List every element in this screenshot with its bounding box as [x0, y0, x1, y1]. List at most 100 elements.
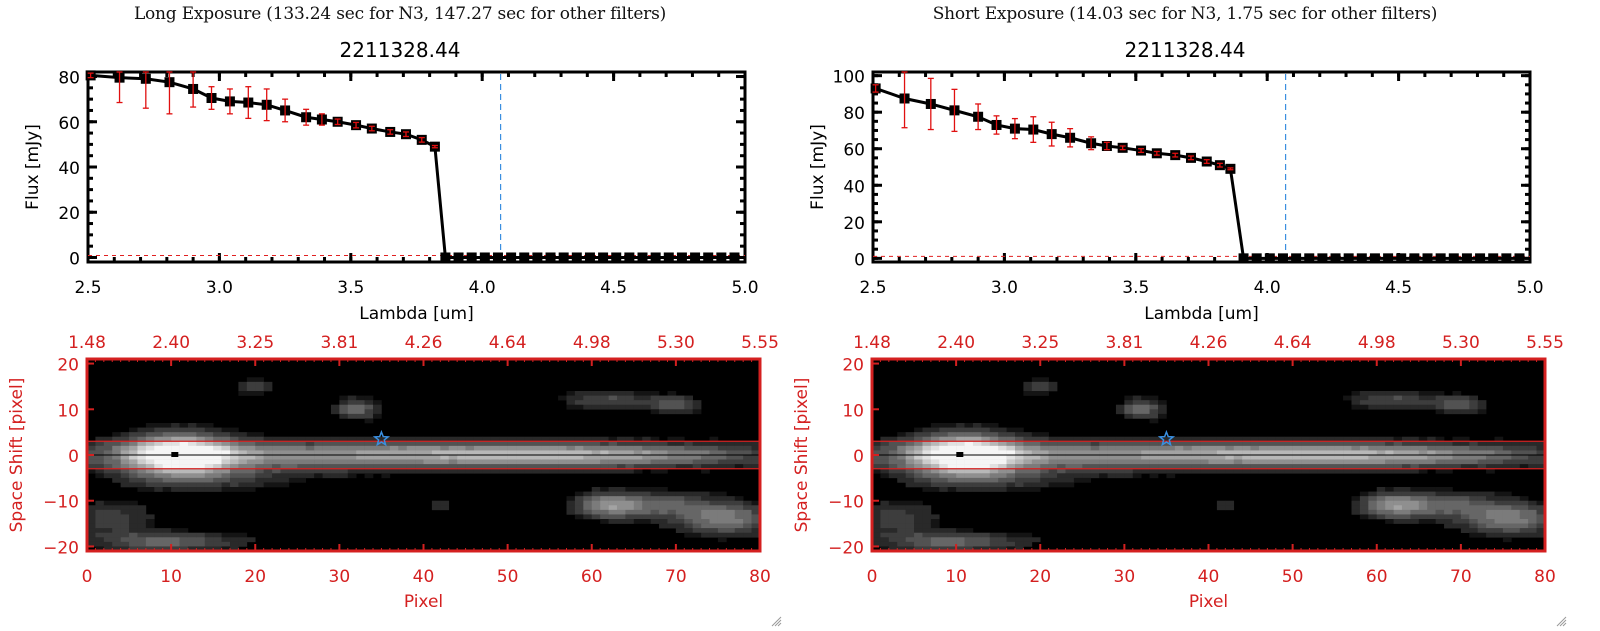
heatmap-cell: [112, 473, 121, 479]
heatmap-cell: [633, 491, 643, 497]
heatmap-cell: [162, 427, 172, 433]
heatmap-cell: [897, 436, 906, 442]
heatmap-cell: [1401, 395, 1411, 401]
heatmap-cell: [406, 464, 416, 470]
heatmap-cell: [667, 500, 677, 506]
heatmap-cell: [221, 532, 231, 538]
heatmap-cell: [112, 500, 121, 506]
heatmap-cell: [339, 436, 349, 442]
y-tick-label: 40: [58, 159, 80, 179]
heatmap-cell: [930, 445, 940, 451]
heatmap-cell: [1536, 514, 1546, 520]
heatmap-cell: [263, 459, 273, 465]
heatmap-cell: [734, 514, 744, 520]
heatmap-cell: [1410, 500, 1420, 506]
heatmap-cell: [1200, 464, 1209, 470]
heatmap-cell: [872, 459, 881, 465]
heatmap-cell: [1393, 400, 1403, 406]
heatmap-cell: [221, 487, 231, 492]
error-bar: [208, 86, 215, 110]
heatmap-cell: [989, 541, 999, 547]
heatmap-cell: [659, 514, 668, 520]
heatmap-cell: [608, 445, 618, 451]
heatmap-cell: [179, 473, 189, 479]
heatmap-cell: [1309, 468, 1319, 474]
heatmap-cell: [939, 455, 949, 460]
heatmap-cell: [1006, 487, 1016, 492]
x-tick-label: 0: [867, 567, 878, 587]
heatmap-cell: [1393, 464, 1403, 470]
heatmap-cell: [667, 519, 677, 524]
heatmap-cell: [709, 455, 719, 460]
heatmap-cell: [1427, 514, 1436, 520]
heatmap-cell: [204, 436, 214, 442]
heatmap-cell: [1158, 404, 1167, 410]
heatmap-cell: [1368, 500, 1378, 506]
heatmap-cell: [1317, 441, 1327, 447]
heatmap-cell: [1444, 455, 1453, 460]
heatmap-cell: [288, 436, 298, 442]
heatmap-cell: [583, 509, 593, 515]
heatmap-cell: [709, 445, 719, 451]
heatmap-cell: [415, 459, 424, 465]
heatmap-cell: [1418, 391, 1428, 396]
heatmap-cell: [583, 505, 593, 511]
error-bar: [1227, 167, 1234, 171]
heatmap-cell: [1191, 436, 1201, 442]
heatmap-cell: [964, 528, 974, 534]
heatmap-cell: [608, 509, 618, 515]
heatmap-cell: [743, 505, 752, 511]
heatmap-cell: [1494, 436, 1504, 442]
heatmap-cell: [998, 436, 1007, 442]
data-point: [466, 252, 477, 263]
heatmap-cell: [1528, 523, 1537, 529]
heatmap-cell: [1528, 509, 1537, 515]
heatmap-cell: [1090, 455, 1100, 460]
resize-grip-icon[interactable]: [770, 612, 782, 627]
heatmap-cell: [524, 468, 534, 474]
heatmap-cell: [103, 464, 113, 470]
heatmap-cell: [1359, 455, 1369, 460]
heatmap-cell: [1418, 487, 1428, 492]
heatmap-cell: [1225, 459, 1235, 465]
heatmap-cell: [880, 468, 890, 474]
heatmap-cell: [616, 400, 626, 406]
heatmap-cell: [1334, 468, 1344, 474]
heatmap-cell: [989, 473, 999, 479]
heatmap-cell: [490, 445, 500, 451]
error-bar: [1216, 162, 1223, 168]
heatmap-cell: [1393, 468, 1403, 474]
heatmap-cell: [1385, 459, 1394, 465]
heatmap-cell: [1494, 445, 1504, 451]
heatmap-cell: [642, 500, 651, 506]
heatmap-cell: [1486, 528, 1495, 534]
heatmap-cell: [398, 455, 407, 460]
heatmap-cell: [930, 519, 940, 524]
heatmap-cell: [888, 445, 898, 451]
heatmap-cell: [246, 377, 256, 383]
star-marker-icon: [1157, 429, 1176, 447]
heatmap-cell: [314, 450, 323, 456]
heatmap-cell: [1528, 459, 1537, 465]
heatmap-cell: [103, 455, 113, 460]
heatmap-cell: [905, 445, 915, 451]
heatmap-cell: [650, 455, 660, 460]
heatmap-cell: [914, 519, 923, 524]
resize-grip-icon[interactable]: [1555, 612, 1567, 627]
heatmap-cell: [1435, 391, 1445, 396]
heatmap-cell: [305, 455, 315, 460]
heatmap-cell: [1444, 496, 1453, 502]
heatmap-cell: [1040, 468, 1049, 474]
heatmap-cell: [187, 541, 197, 547]
heatmap-cell: [1115, 464, 1125, 470]
heatmap-cell: [473, 464, 483, 470]
heatmap-cell: [1006, 546, 1016, 552]
heatmap-cell: [1141, 413, 1150, 419]
heatmap-cell: [103, 445, 113, 451]
heatmap-cell: [897, 500, 906, 506]
heatmap-cell: [591, 500, 601, 506]
heatmap-cell: [1040, 482, 1049, 488]
heatmap-cell: [684, 404, 693, 410]
heatmap-cell: [1250, 464, 1260, 470]
heatmap-cell: [1284, 455, 1293, 460]
